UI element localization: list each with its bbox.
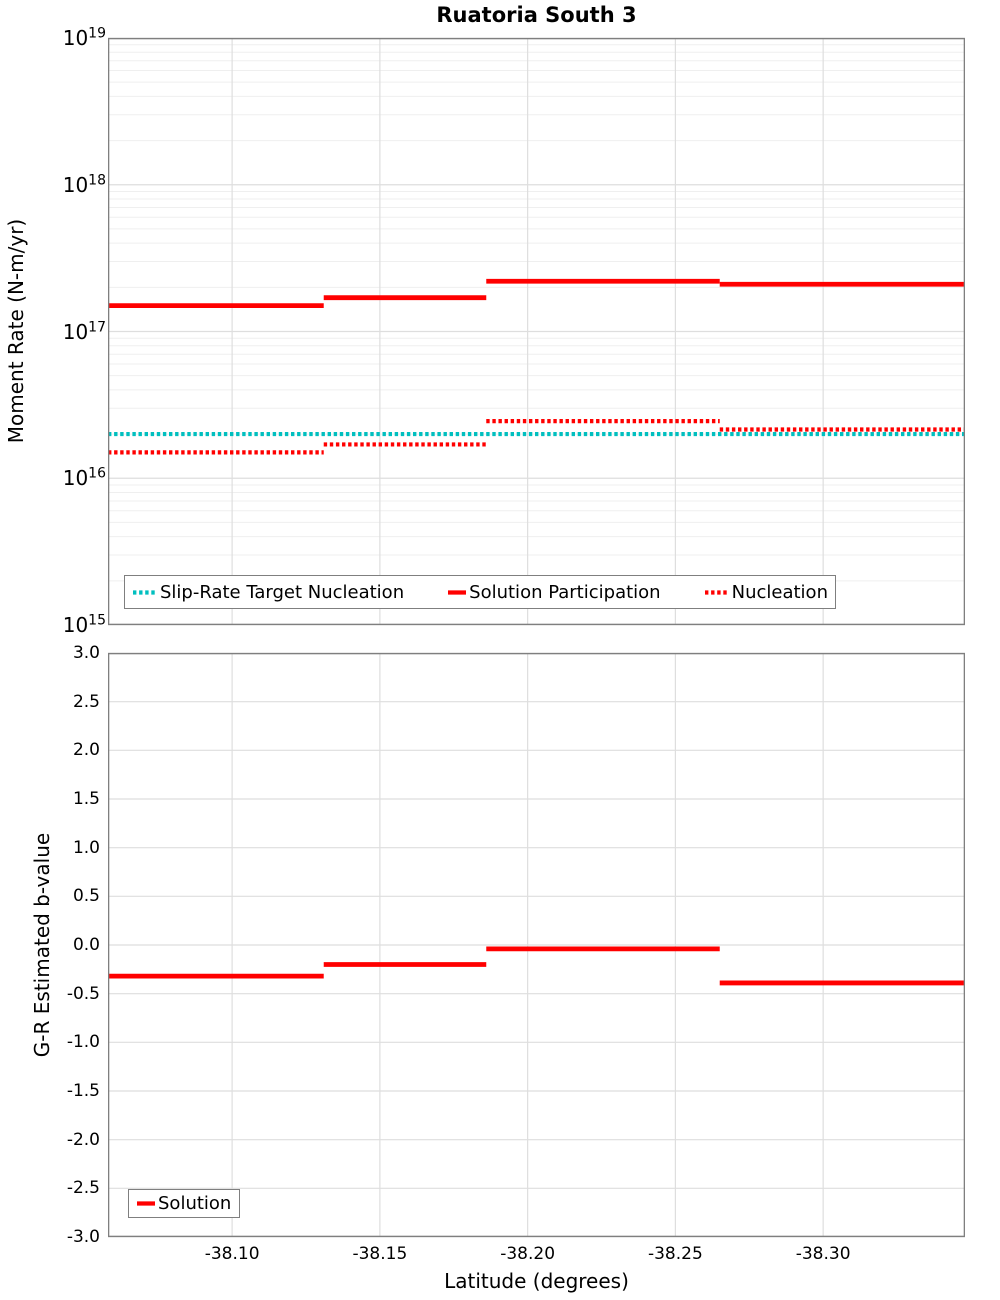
x-tick-label: -38.25 [647,1244,703,1264]
legend-swatch-solid-line-icon [137,1201,155,1206]
legend-label: Slip-Rate Target Nucleation [160,581,405,603]
y-tick-label: 3.0 [72,643,100,663]
x-tick-label: -38.20 [500,1244,556,1264]
moment-rate-plot-area [107,37,966,626]
y-tick-label: 1017 [62,318,106,344]
y-tick-label: 1018 [62,172,106,197]
y-tick-label: 0.5 [72,886,100,907]
legend-item: Solution [136,1193,231,1214]
legend-top: Slip-Rate Target Nucleation Solution Part… [124,575,836,609]
y-axis-label-top: Moment Rate (N-m/yr) [4,218,28,444]
y-tick-label: -3.0 [66,1227,100,1247]
chart-title: Ruatoria South 3 [436,3,637,27]
y-tick-label: -1.5 [66,1081,100,1101]
y-tick-label: -1.0 [66,1032,100,1053]
y-tick-label: 1.0 [72,837,100,858]
y-tick-label: -0.5 [66,983,100,1004]
y-tick-label: 1015 [62,612,106,637]
legend-item: Nucleation [704,582,828,603]
legend-bottom: Solution [128,1189,240,1218]
legend-swatch-solid-line-icon [448,589,467,595]
legend-item: Slip-Rate Target Nucleation [132,582,404,603]
legend-swatch-dotted-line-icon [704,589,729,595]
legend-label: Nucleation [731,581,828,603]
x-axis-label: Latitude (degrees) [444,1269,629,1293]
legend-swatch-dotted-line-icon [133,589,157,595]
y-tick-label: 2.5 [72,691,100,712]
y-tick-label: 1019 [62,25,106,50]
y-tick-label: 0.0 [72,935,100,955]
legend-item: Solution Participation [447,581,661,603]
y-tick-label: -2.0 [66,1129,100,1150]
y-tick-label: -2.5 [66,1178,100,1199]
b-value-plot-area [107,652,966,1238]
legend-label: Solution [158,1193,232,1214]
x-tick-label: -38.30 [795,1244,851,1264]
x-tick-label: -38.15 [352,1244,408,1264]
x-tick-label: -38.10 [204,1244,260,1264]
y-axis-label-bottom: G-R Estimated b-value [30,832,54,1058]
y-tick-label: 1016 [62,465,106,491]
y-tick-label: 2.0 [72,740,100,761]
y-tick-label: 1.5 [72,789,100,809]
legend-label: Solution Participation [469,581,661,603]
